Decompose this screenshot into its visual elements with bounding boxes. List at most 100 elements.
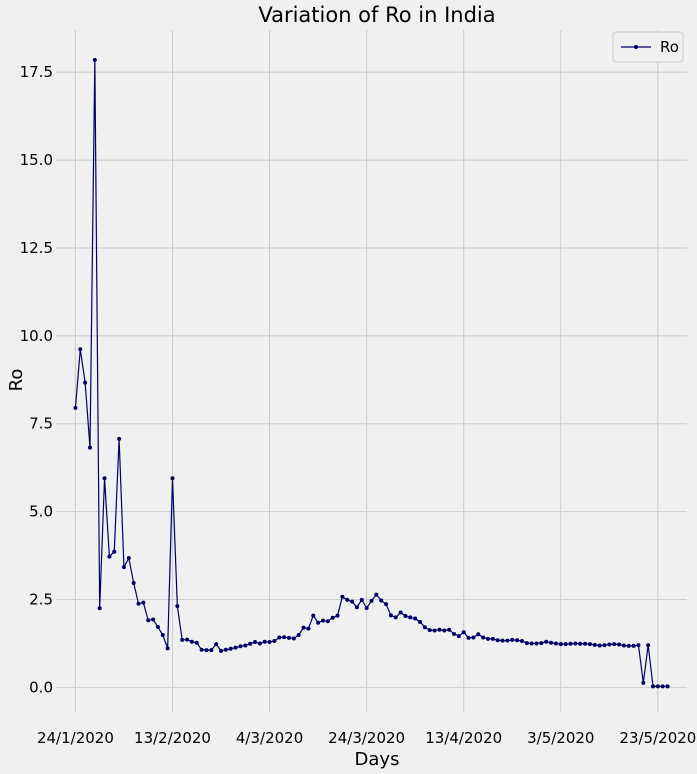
y-axis-label: Ro — [6, 369, 27, 392]
data-point — [248, 641, 253, 646]
data-point — [485, 636, 490, 641]
data-point — [219, 648, 224, 653]
data-point — [646, 643, 651, 648]
data-point — [160, 633, 165, 638]
data-point — [146, 618, 151, 623]
data-point — [189, 639, 194, 644]
x-tick-label: 4/3/2020 — [236, 729, 303, 747]
data-point — [112, 549, 117, 554]
data-point — [350, 599, 355, 604]
data-point — [553, 641, 558, 646]
data-point — [330, 615, 335, 620]
x-axis: 24/1/2020 13/2/2020 4/3/2020 24/3/2020 13/4/… — [37, 729, 696, 747]
data-point — [549, 640, 554, 645]
legend-marker — [634, 45, 638, 49]
data-point — [456, 634, 461, 639]
data-point — [602, 643, 607, 648]
x-tick-label: 24/1/2020 — [37, 729, 114, 747]
x-axis-label: Days — [355, 749, 400, 770]
data-point — [282, 635, 287, 640]
data-point — [257, 641, 262, 646]
y-tick-label: 5.0 — [29, 503, 53, 521]
data-point — [510, 637, 515, 642]
y-tick-label: 15.0 — [20, 151, 53, 169]
data-point — [73, 405, 78, 410]
data-point — [583, 641, 588, 646]
data-point — [651, 684, 656, 689]
chart-title: Variation of Ro in India — [258, 3, 495, 27]
data-point — [102, 476, 107, 481]
data-point — [325, 619, 330, 624]
y-axis: 0.0 2.5 5.0 7.5 10.0 12.5 15.0 17.5 — [20, 63, 53, 696]
data-point — [87, 445, 92, 450]
data-point — [155, 624, 160, 629]
data-point — [461, 630, 466, 635]
data-point — [374, 592, 379, 597]
data-point — [544, 639, 549, 644]
data-point — [578, 641, 583, 646]
y-tick-label: 7.5 — [29, 415, 53, 433]
data-point — [384, 602, 389, 607]
data-point — [471, 635, 476, 640]
data-point — [223, 647, 228, 652]
data-point — [612, 642, 617, 647]
data-point — [364, 605, 369, 610]
data-point — [500, 638, 505, 643]
data-point — [194, 640, 199, 645]
data-point — [418, 620, 423, 624]
data-point — [617, 642, 622, 647]
data-point — [136, 601, 141, 606]
data-point — [413, 616, 418, 621]
data-point — [199, 647, 204, 652]
data-point — [505, 638, 510, 643]
data-point — [141, 600, 146, 605]
data-point — [301, 625, 306, 630]
data-point — [286, 635, 291, 640]
data-point — [452, 631, 457, 636]
data-point — [131, 580, 136, 585]
x-tick-label: 23/5/2020 — [619, 729, 696, 747]
data-point — [524, 641, 529, 646]
data-point — [253, 640, 258, 645]
data-point — [519, 638, 524, 643]
data-point — [354, 605, 359, 610]
data-point — [369, 598, 374, 603]
data-point — [335, 613, 340, 618]
data-point — [345, 597, 350, 602]
data-point — [592, 642, 597, 647]
data-point — [655, 684, 660, 689]
data-point — [636, 643, 641, 648]
data-point — [466, 635, 471, 640]
data-point — [267, 640, 272, 645]
data-point — [243, 643, 248, 648]
data-point — [539, 641, 544, 646]
series-line — [74, 59, 668, 687]
data-point — [621, 643, 626, 648]
x-tick-label: 13/2/2020 — [134, 729, 211, 747]
data-point — [437, 627, 442, 632]
legend: Ro — [612, 31, 684, 63]
legend-label: Ro — [660, 38, 679, 56]
data-point — [97, 606, 102, 611]
data-point — [490, 636, 495, 641]
data-point — [180, 637, 185, 642]
data-point — [573, 641, 578, 646]
data-point — [151, 617, 156, 622]
data-point — [214, 642, 219, 647]
data-point — [422, 625, 427, 630]
data-point — [393, 615, 398, 620]
data-point — [126, 556, 131, 561]
data-point — [204, 648, 209, 653]
data-point — [476, 632, 481, 637]
data-point — [277, 635, 282, 640]
data-point — [306, 626, 311, 631]
data-point — [641, 680, 646, 685]
y-tick-label: 17.5 — [20, 63, 53, 81]
data-point — [291, 636, 296, 641]
y-tick-label: 2.5 — [29, 591, 53, 609]
data-point — [170, 476, 175, 481]
data-point — [631, 643, 636, 648]
data-point — [529, 641, 534, 646]
data-point — [359, 597, 364, 602]
data-point — [558, 642, 563, 647]
